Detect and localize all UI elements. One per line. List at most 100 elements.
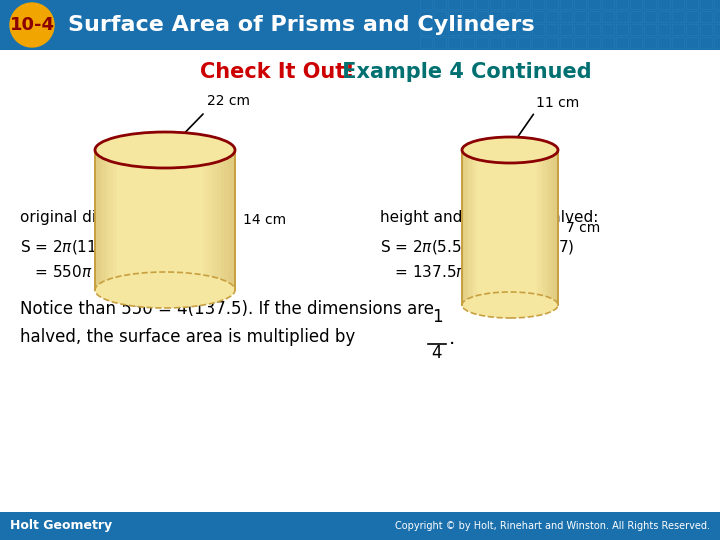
Text: halved, the surface area is multiplied by: halved, the surface area is multiplied b… (20, 328, 355, 346)
FancyBboxPatch shape (658, 0, 670, 9)
FancyBboxPatch shape (658, 37, 670, 48)
FancyBboxPatch shape (462, 150, 558, 305)
FancyBboxPatch shape (476, 24, 488, 35)
FancyBboxPatch shape (464, 150, 467, 305)
FancyBboxPatch shape (518, 0, 530, 9)
FancyBboxPatch shape (686, 24, 698, 35)
FancyBboxPatch shape (686, 11, 698, 22)
FancyBboxPatch shape (714, 24, 720, 35)
FancyBboxPatch shape (546, 37, 558, 48)
Text: 11 cm: 11 cm (536, 96, 580, 110)
Text: Holt Geometry: Holt Geometry (10, 519, 112, 532)
FancyBboxPatch shape (448, 37, 460, 48)
FancyBboxPatch shape (602, 0, 614, 9)
FancyBboxPatch shape (532, 37, 544, 48)
FancyBboxPatch shape (448, 11, 460, 22)
FancyBboxPatch shape (420, 0, 432, 9)
FancyBboxPatch shape (644, 11, 656, 22)
FancyBboxPatch shape (714, 0, 720, 9)
FancyBboxPatch shape (476, 37, 488, 48)
FancyBboxPatch shape (700, 37, 712, 48)
FancyBboxPatch shape (672, 11, 684, 22)
FancyBboxPatch shape (420, 37, 432, 48)
FancyBboxPatch shape (476, 0, 488, 9)
FancyBboxPatch shape (574, 37, 586, 48)
Text: 10-4: 10-4 (9, 16, 55, 34)
FancyBboxPatch shape (700, 24, 712, 35)
FancyBboxPatch shape (644, 37, 656, 48)
FancyBboxPatch shape (504, 0, 516, 9)
FancyBboxPatch shape (548, 150, 551, 305)
FancyBboxPatch shape (714, 11, 720, 22)
Text: = 137.5$\pi$ cm$^2$: = 137.5$\pi$ cm$^2$ (380, 262, 501, 281)
FancyBboxPatch shape (616, 37, 628, 48)
FancyBboxPatch shape (541, 150, 543, 305)
FancyBboxPatch shape (602, 37, 614, 48)
FancyBboxPatch shape (672, 37, 684, 48)
FancyBboxPatch shape (602, 11, 614, 22)
FancyBboxPatch shape (434, 24, 446, 35)
FancyBboxPatch shape (213, 150, 217, 290)
FancyBboxPatch shape (543, 150, 546, 305)
FancyBboxPatch shape (95, 150, 235, 290)
FancyBboxPatch shape (434, 37, 446, 48)
FancyBboxPatch shape (504, 37, 516, 48)
Text: Copyright © by Holt, Rinehart and Winston. All Rights Reserved.: Copyright © by Holt, Rinehart and Winsto… (395, 521, 710, 531)
FancyBboxPatch shape (588, 0, 600, 9)
FancyBboxPatch shape (560, 24, 572, 35)
FancyBboxPatch shape (102, 150, 106, 290)
FancyBboxPatch shape (476, 11, 488, 22)
FancyBboxPatch shape (448, 0, 460, 9)
FancyBboxPatch shape (630, 24, 642, 35)
FancyBboxPatch shape (686, 0, 698, 9)
Text: Surface Area of Prisms and Cylinders: Surface Area of Prisms and Cylinders (68, 15, 535, 35)
FancyBboxPatch shape (490, 0, 502, 9)
FancyBboxPatch shape (434, 11, 446, 22)
FancyBboxPatch shape (658, 11, 670, 22)
FancyBboxPatch shape (210, 150, 213, 290)
FancyBboxPatch shape (546, 24, 558, 35)
FancyBboxPatch shape (644, 24, 656, 35)
FancyBboxPatch shape (518, 11, 530, 22)
FancyBboxPatch shape (448, 24, 460, 35)
FancyBboxPatch shape (630, 37, 642, 48)
FancyBboxPatch shape (231, 150, 235, 290)
Text: 4: 4 (432, 344, 442, 362)
FancyBboxPatch shape (518, 24, 530, 35)
FancyBboxPatch shape (99, 150, 102, 290)
FancyBboxPatch shape (686, 37, 698, 48)
FancyBboxPatch shape (574, 0, 586, 9)
Ellipse shape (95, 272, 235, 308)
FancyBboxPatch shape (532, 0, 544, 9)
FancyBboxPatch shape (504, 11, 516, 22)
FancyBboxPatch shape (462, 24, 474, 35)
FancyBboxPatch shape (0, 512, 720, 540)
FancyBboxPatch shape (420, 11, 432, 22)
FancyBboxPatch shape (95, 150, 99, 290)
FancyBboxPatch shape (420, 24, 432, 35)
FancyBboxPatch shape (616, 24, 628, 35)
FancyBboxPatch shape (644, 0, 656, 9)
Ellipse shape (462, 292, 558, 318)
FancyBboxPatch shape (109, 150, 113, 290)
FancyBboxPatch shape (616, 0, 628, 9)
FancyBboxPatch shape (588, 37, 600, 48)
Text: S = 2$\pi$(11$^2$) + 2$\pi$(11)(14): S = 2$\pi$(11$^2$) + 2$\pi$(11)(14) (20, 236, 215, 256)
FancyBboxPatch shape (574, 11, 586, 22)
FancyBboxPatch shape (546, 150, 548, 305)
FancyBboxPatch shape (472, 150, 474, 305)
FancyBboxPatch shape (630, 11, 642, 22)
Text: 1: 1 (432, 308, 442, 326)
Text: = 550$\pi$ cm$^2$: = 550$\pi$ cm$^2$ (20, 262, 127, 281)
FancyBboxPatch shape (462, 150, 464, 305)
Text: 22 cm: 22 cm (207, 94, 250, 108)
Text: Notice than 550 = 4(137.5). If the dimensions are: Notice than 550 = 4(137.5). If the dimen… (20, 300, 434, 318)
FancyBboxPatch shape (602, 24, 614, 35)
Ellipse shape (462, 137, 558, 163)
Text: height and diameter halved:: height and diameter halved: (380, 210, 598, 225)
FancyBboxPatch shape (574, 24, 586, 35)
FancyBboxPatch shape (551, 150, 553, 305)
FancyBboxPatch shape (462, 0, 474, 9)
FancyBboxPatch shape (700, 0, 712, 9)
Text: Example 4 Continued: Example 4 Continued (335, 62, 592, 82)
